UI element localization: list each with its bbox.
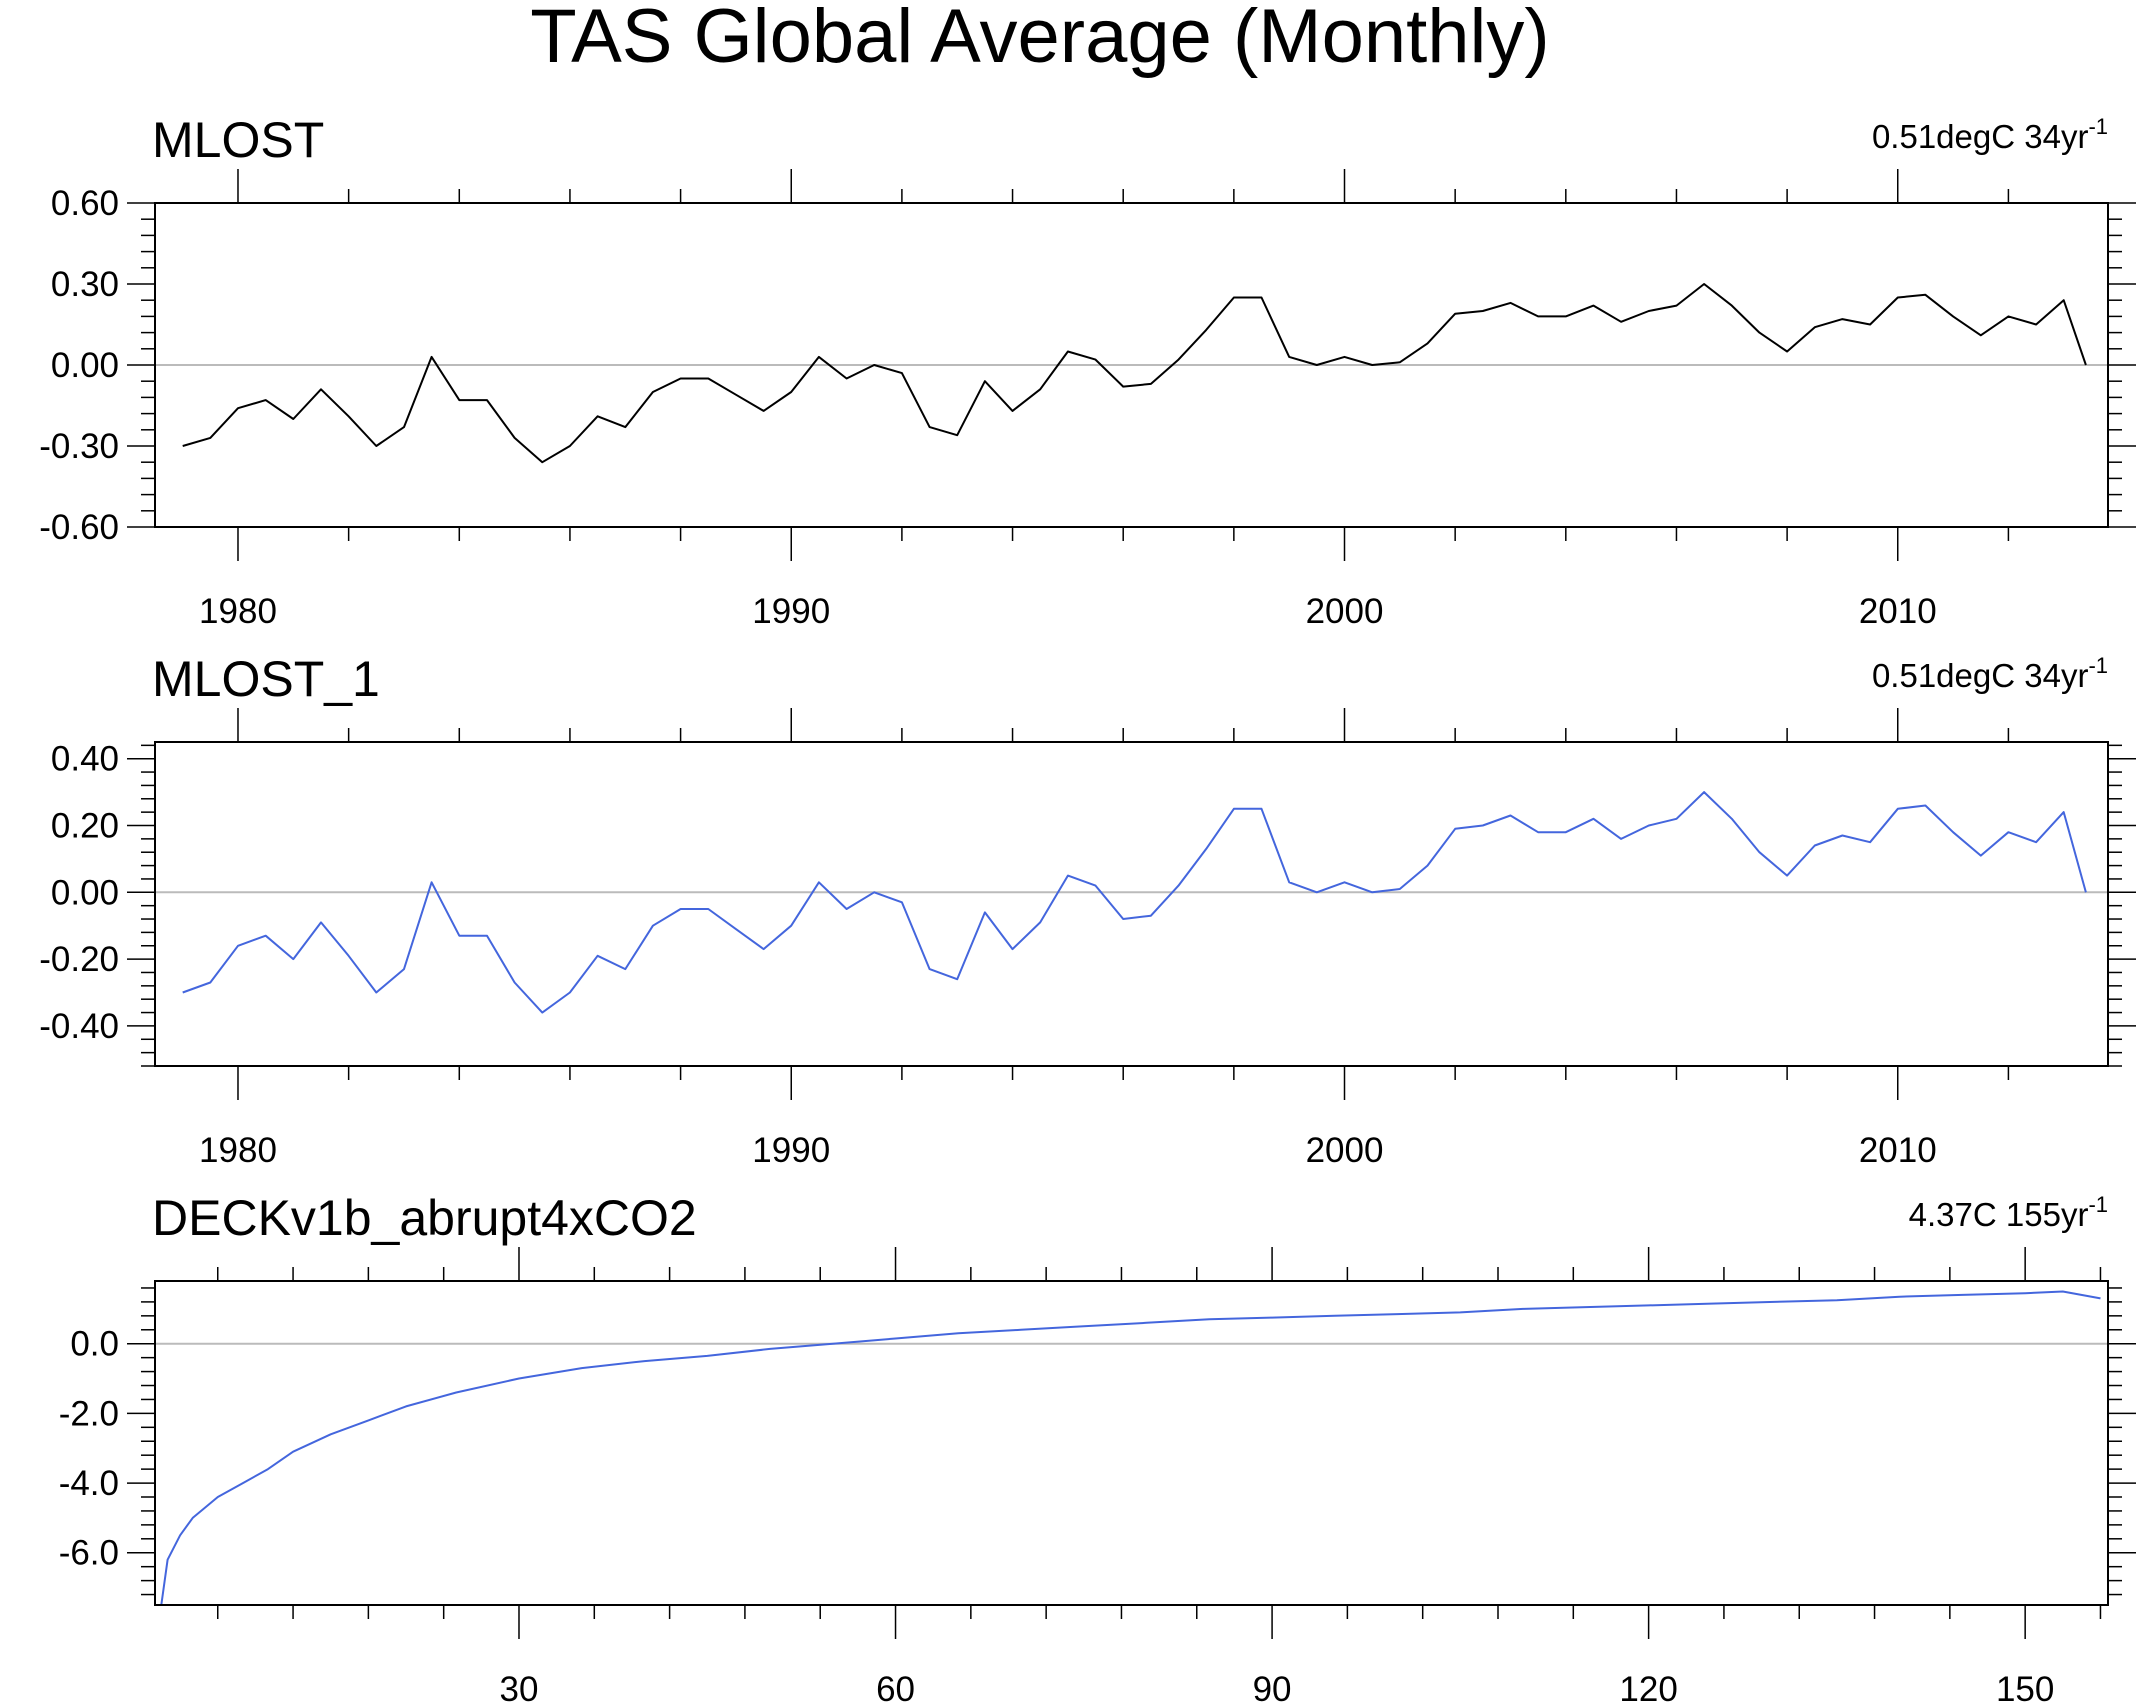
x-tick-label: 2000	[1306, 1131, 1384, 1170]
panel-title-deck-abrupt4xco2: DECKv1b_abrupt4xCO2	[152, 1190, 697, 1246]
annotation-superscript: -1	[2088, 653, 2108, 678]
y-tick-label: 0.00	[51, 873, 119, 912]
y-tick-label: -0.40	[39, 1007, 119, 1046]
y-tick-label: 0.20	[51, 807, 119, 846]
x-tick-label: 1980	[199, 592, 277, 631]
x-tick-label: 2000	[1306, 592, 1384, 631]
series-line	[182, 791, 2087, 1014]
panel-title-mlost: MLOST	[152, 112, 324, 168]
x-tick-label: 30	[500, 1670, 539, 1703]
y-tick-label: -4.0	[59, 1464, 119, 1503]
panel-annotation-mlost: 0.51degC 34yr-1	[1872, 114, 2108, 155]
plot-area-mlost-1: 0.40 0.20 0.00 -0.20 -0.40 1980 1990 2000 2010	[39, 708, 2136, 1170]
y-tick-label: -6.0	[59, 1534, 119, 1573]
panel-mlost: MLOST 0.51degC 34yr-1 0.60 0.30 0.00 -0.30 -…	[39, 112, 2136, 631]
y-tick-label: 0.0	[70, 1325, 119, 1364]
panel-annotation-mlost-1: 0.51degC 34yr-1	[1872, 653, 2108, 694]
y-tick-label: -0.30	[39, 427, 119, 466]
y-tick-label: -0.60	[39, 508, 119, 547]
plot-frame	[154, 202, 2109, 528]
panel-annotation-deck-abrupt4xco2: 4.37C 155yr-1	[1909, 1192, 2108, 1233]
annotation-value: 0.51degC 34yr	[1872, 118, 2088, 155]
y-tick-label: 0.60	[51, 184, 119, 223]
x-tick-label: 2010	[1859, 592, 1937, 631]
x-tick-label: 2010	[1859, 1131, 1937, 1170]
annotation-value: 0.51degC 34yr	[1872, 657, 2088, 694]
annotation-superscript: -1	[2088, 114, 2108, 139]
x-tick-label: 1990	[752, 592, 830, 631]
panel-mlost-1: MLOST_1 0.51degC 34yr-1 0.40 0.20 0.00 -0.2…	[39, 651, 2136, 1170]
series-line	[182, 283, 2087, 464]
annotation-value: 4.37C 155yr	[1909, 1196, 2089, 1233]
x-tick-label: 1990	[752, 1131, 830, 1170]
x-tick-label: 60	[876, 1670, 915, 1703]
y-tick-label: -0.20	[39, 940, 119, 979]
y-tick-label: 0.40	[51, 740, 119, 779]
x-tick-label: 150	[1996, 1670, 2054, 1703]
plot-frame	[154, 1280, 2109, 1606]
y-tick-label: -2.0	[59, 1394, 119, 1433]
y-tick-label: 0.00	[51, 346, 119, 385]
x-tick-label: 120	[1619, 1670, 1677, 1703]
panel-deck-abrupt4xco2: DECKv1b_abrupt4xCO2 4.37C 155yr-1 0.0 -2.…	[59, 1190, 2136, 1703]
y-tick-label: 0.30	[51, 265, 119, 304]
plot-area-deck-abrupt4xco2: 0.0 -2.0 -4.0 -6.0 30 60 90 120 150	[59, 1247, 2136, 1703]
panel-title-mlost-1: MLOST_1	[152, 651, 380, 707]
x-tick-label: 1980	[199, 1131, 277, 1170]
annotation-superscript: -1	[2088, 1192, 2108, 1217]
plot-area-mlost: 0.60 0.30 0.00 -0.30 -0.60 1980 1990 2000 2010	[39, 169, 2136, 631]
series-line	[160, 1290, 2101, 1606]
figure-title: TAS Global Average (Monthly)	[530, 0, 1549, 79]
x-tick-label: 90	[1253, 1670, 1292, 1703]
plot-frame	[154, 741, 2109, 1067]
